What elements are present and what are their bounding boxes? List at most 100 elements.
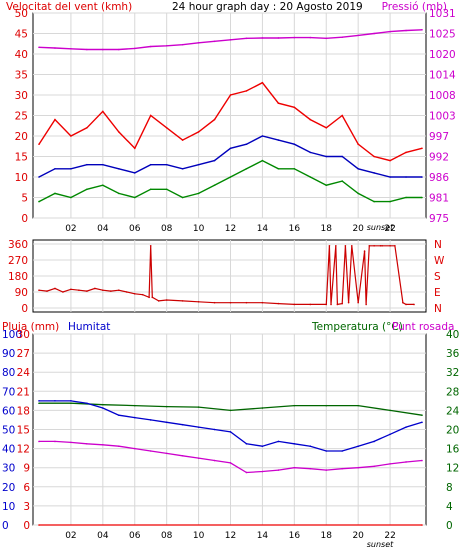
x-tick-label: 18 <box>321 531 333 541</box>
data-point <box>102 403 104 406</box>
data-point <box>357 192 359 195</box>
humidity-tick-label: 100 <box>2 329 22 341</box>
data-point <box>38 46 40 49</box>
data-point <box>229 431 232 433</box>
data-point <box>229 462 232 464</box>
data-point <box>335 244 337 247</box>
data-point <box>394 244 396 247</box>
data-point <box>46 290 48 292</box>
compass-tick-label: N <box>434 303 442 315</box>
data-point <box>421 176 423 178</box>
data-point <box>350 244 353 247</box>
wind-tick-label: 30 <box>15 90 28 102</box>
data-point <box>213 118 216 121</box>
humidity-tick-label: 10 <box>2 501 15 513</box>
x-tick-label: 04 <box>97 531 109 541</box>
data-point <box>325 450 328 452</box>
data-point <box>157 300 160 302</box>
humidity-tick-label: 20 <box>2 482 15 494</box>
data-point <box>341 180 344 182</box>
data-point <box>389 159 391 162</box>
data-point <box>133 47 136 50</box>
pressure-tick-label: 1031 <box>429 8 456 20</box>
data-point <box>70 441 72 444</box>
rain-tick-label: 27 <box>17 348 30 360</box>
x-tick-label: 08 <box>161 531 173 541</box>
data-point <box>102 110 104 113</box>
data-point <box>181 454 184 457</box>
data-point <box>125 291 128 293</box>
pressure-tick-label: 992 <box>429 152 449 164</box>
data-point <box>102 407 104 409</box>
data-point <box>368 244 371 247</box>
data-point <box>86 443 88 445</box>
data-point <box>365 303 367 306</box>
pressure-tick-label: 1020 <box>429 49 456 61</box>
data-point <box>54 168 56 170</box>
data-point <box>54 400 56 402</box>
pressure-tick-label: 997 <box>429 131 449 143</box>
data-point <box>149 45 152 48</box>
data-point <box>54 118 56 121</box>
x-tick-label: 20 <box>352 531 364 541</box>
data-point <box>261 301 264 304</box>
data-point <box>405 196 407 199</box>
data-point <box>229 94 232 96</box>
x-tick-label: 14 <box>257 531 269 541</box>
data-point <box>149 450 152 452</box>
data-point <box>165 299 168 301</box>
data-point <box>379 244 382 247</box>
data-point <box>38 440 40 443</box>
data-point <box>149 188 152 191</box>
data-point <box>38 200 40 203</box>
data-point <box>421 147 423 150</box>
wind-pressure-lines <box>38 28 423 203</box>
data-point <box>213 184 216 186</box>
data-point <box>413 303 415 306</box>
data-point <box>309 118 312 121</box>
data-point <box>133 172 136 174</box>
data-point <box>325 37 328 40</box>
data-point <box>261 37 264 39</box>
data-point <box>325 303 328 306</box>
data-point <box>261 159 264 162</box>
data-point <box>213 40 216 43</box>
data-point <box>421 421 423 424</box>
data-point <box>86 163 88 166</box>
wind-tick-label: 15 <box>15 152 28 164</box>
pressure-axis-ticks: 975 981 986 992 997 1003 1008 1014 1020 1025 1031 <box>429 8 456 225</box>
data-point <box>151 296 154 299</box>
data-point <box>325 184 328 186</box>
rain-axis-ticks: 0 3 6 9 12 15 18 21 24 27 30 <box>17 329 31 532</box>
temperature-axis-ticks: 0 4 8 12 16 20 24 28 32 36 40 <box>446 329 459 532</box>
data-point <box>70 288 72 291</box>
data-point <box>133 196 136 199</box>
data-point <box>197 192 200 195</box>
data-point <box>197 42 200 44</box>
data-point <box>389 463 391 465</box>
data-point <box>357 466 359 469</box>
data-point <box>245 143 248 145</box>
data-point <box>325 155 328 158</box>
data-point <box>102 163 104 166</box>
humidity-tick-label: 50 <box>2 425 15 437</box>
x-tick-label: 06 <box>129 224 141 234</box>
data-point <box>341 114 344 117</box>
data-point <box>277 440 280 443</box>
data-point <box>309 151 312 154</box>
data-point <box>213 301 216 304</box>
humidity-tick-label: 90 <box>2 348 15 360</box>
data-point <box>341 155 344 158</box>
wind-tick-label: 35 <box>15 70 28 82</box>
data-point <box>261 81 264 84</box>
data-point <box>373 244 375 247</box>
data-point <box>245 168 248 170</box>
data-point <box>341 467 344 470</box>
temperature-tick-label: 0 <box>446 520 453 532</box>
data-point <box>373 440 375 443</box>
temperature-tick-label: 36 <box>446 348 459 360</box>
rain-tick-label: 6 <box>23 482 30 494</box>
data-point <box>70 196 72 199</box>
data-point <box>133 447 136 450</box>
